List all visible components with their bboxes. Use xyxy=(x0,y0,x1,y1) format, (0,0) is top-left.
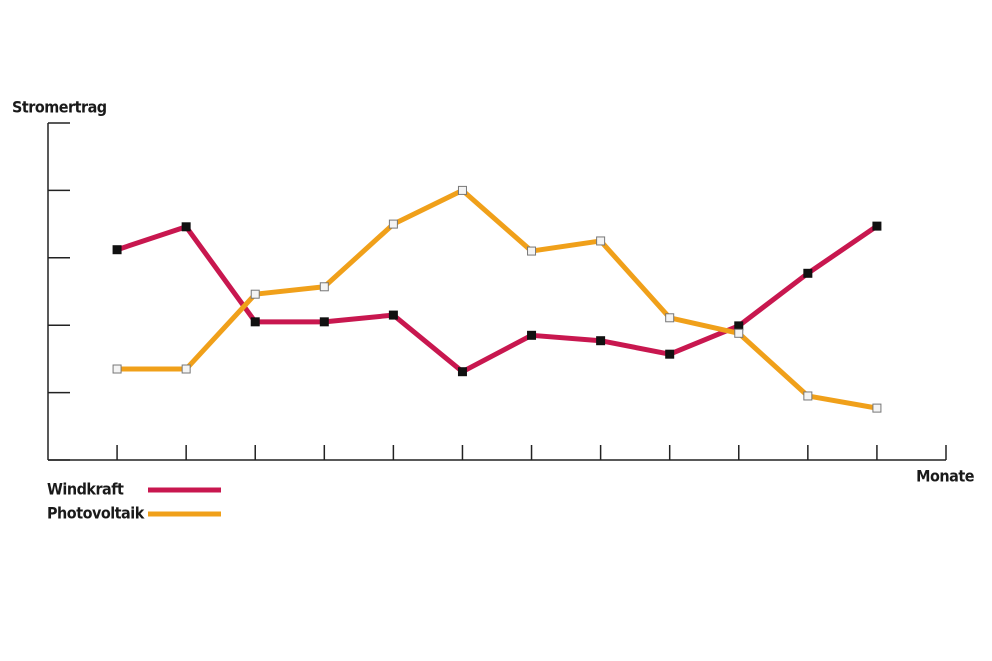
marker xyxy=(457,367,467,377)
marker xyxy=(734,328,744,338)
marker xyxy=(872,221,882,231)
marker xyxy=(319,282,329,292)
series-line xyxy=(116,224,879,375)
marker xyxy=(734,321,744,331)
marker xyxy=(527,246,537,256)
marker xyxy=(457,185,467,195)
marker xyxy=(527,330,537,340)
marker xyxy=(665,313,675,323)
marker xyxy=(665,349,675,359)
marker xyxy=(803,268,813,278)
marker xyxy=(319,317,329,327)
marker xyxy=(112,364,122,374)
marker xyxy=(250,289,260,299)
marker xyxy=(250,317,260,327)
marker xyxy=(388,219,398,229)
marker xyxy=(388,310,398,320)
marker xyxy=(596,236,606,246)
legend-label: Windkraft xyxy=(47,480,124,499)
marker xyxy=(181,364,191,374)
y-axis-label: Stromertrag xyxy=(12,98,107,117)
marker xyxy=(596,336,606,346)
series-line xyxy=(117,187,878,411)
marker xyxy=(112,245,122,255)
marker xyxy=(872,403,882,413)
marker xyxy=(803,391,813,401)
legend-label: Photovoltaik xyxy=(47,504,145,523)
marker xyxy=(181,222,191,232)
x-axis-label: Monate xyxy=(916,467,975,486)
